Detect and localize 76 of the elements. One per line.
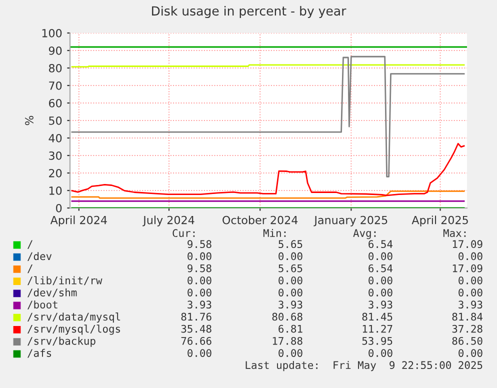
text: 6.54 — [368, 240, 393, 248]
text: Avg: — [353, 229, 376, 240]
text: 0.00 — [278, 349, 302, 357]
text: 37.28 — [452, 324, 482, 333]
x-tick-label: April 2024 — [50, 216, 107, 226]
text: 17.09 — [452, 264, 482, 272]
x-tick-label: October 2024 — [222, 216, 298, 224]
text: 81.76 — [181, 312, 212, 321]
text: 0.00 — [368, 252, 392, 260]
text: 0.00 — [368, 276, 392, 284]
y-tick-label: 50 — [49, 116, 62, 125]
y-tick-label: 40 — [48, 134, 62, 142]
y-tick-label: 100 — [42, 28, 62, 38]
text: 11.27 — [362, 324, 392, 333]
chart-title: Disk usage in percent - by year — [152, 6, 346, 18]
text: 0.00 — [278, 252, 302, 260]
legend-label: /dev — [28, 252, 52, 261]
text: 5.65 — [278, 240, 302, 248]
legend-label: /dev/shm — [28, 288, 77, 298]
y-tick-label: 70 — [49, 81, 62, 90]
text: 0.00 — [278, 276, 302, 284]
legend-label: /boot — [28, 300, 58, 310]
text: 81.84 — [452, 312, 483, 321]
text: 3.93 — [458, 300, 482, 309]
text: 35.48 — [181, 324, 212, 333]
line-series — [71, 190, 465, 199]
text: Last update: Fri May 9 22:55:00 2025 — [246, 360, 482, 372]
text: 0.00 — [278, 288, 302, 296]
text: 6.54 — [368, 264, 393, 272]
text: 0.00 — [368, 349, 392, 357]
x-tick-label: April 2025 — [412, 216, 468, 226]
y-tick-label: 0 — [56, 204, 62, 212]
y-tick-label: 10 — [49, 186, 62, 195]
text: 53.95 — [362, 336, 392, 345]
text: 76.66 — [181, 336, 212, 345]
text: 17.09 — [452, 240, 482, 248]
text: 0.00 — [188, 288, 212, 296]
y-tick-label: 80 — [48, 64, 62, 72]
text: 86.50 — [452, 336, 482, 345]
line-series — [71, 142, 465, 196]
y-tick-label: 20 — [49, 168, 62, 178]
legend-label: / — [28, 264, 32, 274]
legend-label: /srv/mysql/logs — [28, 324, 120, 335]
y-tick-label: 60 — [49, 98, 62, 108]
legend-label: / — [28, 240, 32, 249]
legend-label: /srv/data/mysql — [28, 312, 120, 323]
text: 0.00 — [188, 252, 212, 260]
y-tick-label: 30 — [49, 151, 62, 160]
text: 3.93 — [188, 300, 212, 309]
line-series — [71, 56, 465, 178]
text: 5.65 — [278, 264, 302, 272]
text: 0.00 — [458, 349, 482, 357]
text: 0.00 — [188, 276, 212, 284]
text: 9.58 — [188, 240, 212, 248]
text: 3.93 — [278, 300, 302, 309]
text: 0.00 — [458, 276, 482, 284]
y-axis-title: % — [25, 116, 34, 126]
x-tick-label: July 2024 — [142, 216, 194, 226]
text: 81.45 — [362, 312, 392, 321]
text: 6.81 — [278, 324, 302, 333]
text: 0.00 — [368, 288, 392, 296]
text: 17.88 — [272, 336, 302, 345]
text: 0.00 — [188, 349, 212, 357]
text: 0.00 — [458, 288, 482, 296]
legend-label: /srv/backup — [28, 336, 96, 347]
legend-label: /afs — [28, 348, 52, 358]
legend-label: /lib/init/rw — [28, 276, 102, 286]
text: 80.68 — [272, 312, 302, 321]
y-tick-label: 90 — [48, 46, 62, 55]
text: 3.93 — [368, 300, 392, 309]
text: Min: — [263, 228, 286, 237]
text: Cur: — [172, 229, 195, 238]
text: 9.58 — [188, 264, 212, 272]
x-tick-label: January 2025 — [314, 216, 388, 226]
text: Max: — [443, 229, 466, 238]
text: 0.00 — [458, 252, 482, 260]
